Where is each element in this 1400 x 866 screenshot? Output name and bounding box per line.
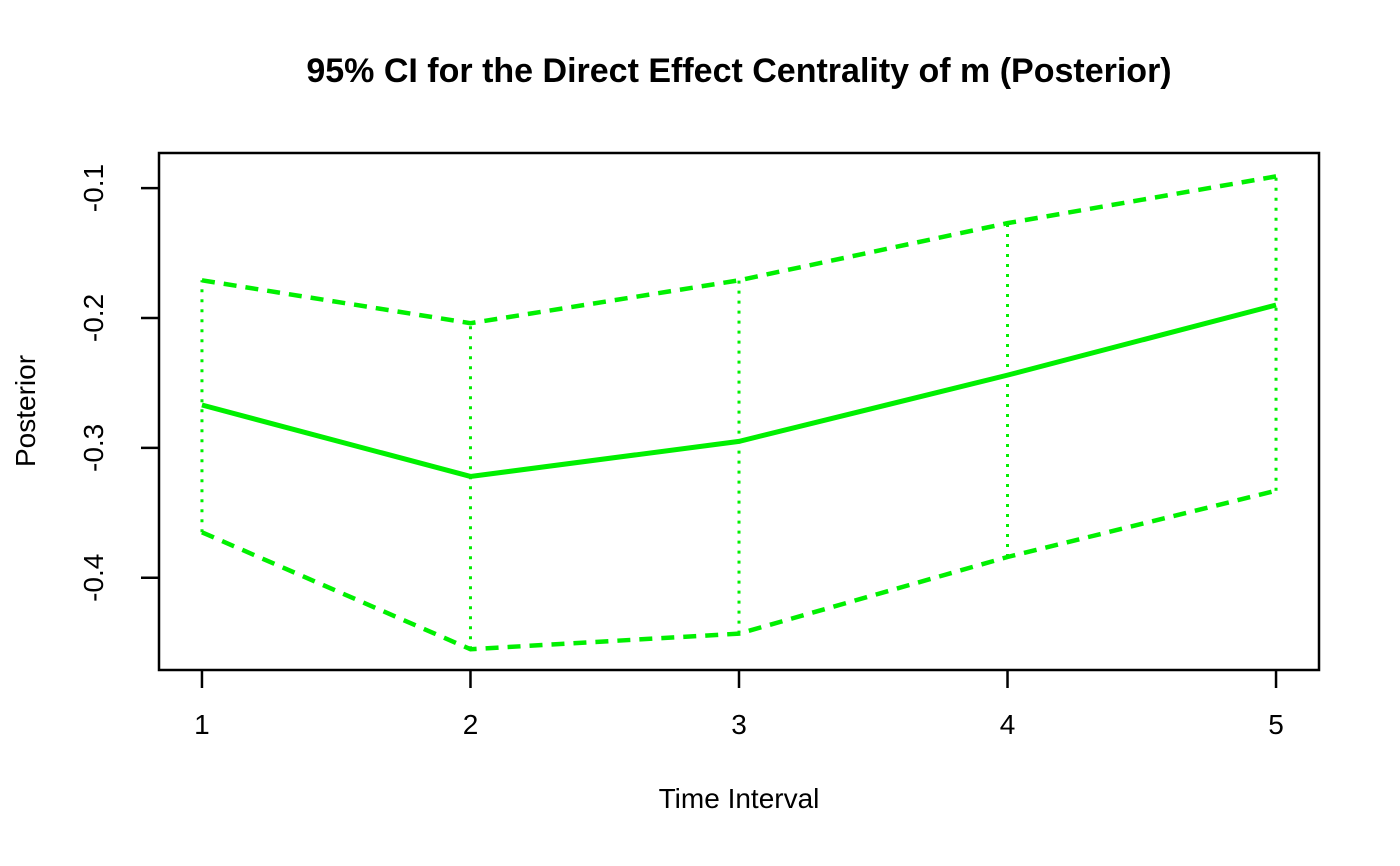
x-tick-label: 4 <box>1000 709 1016 740</box>
y-tick-label: -0.1 <box>78 164 109 212</box>
x-tick-label: 5 <box>1268 709 1284 740</box>
chart-title: 95% CI for the Direct Effect Centrality … <box>306 52 1172 90</box>
x-axis-label: Time Interval <box>658 783 820 814</box>
y-tick-label: -0.4 <box>78 554 109 602</box>
x-tick-label: 1 <box>194 709 210 740</box>
posterior-mean-line <box>201 302 1277 479</box>
x-tick-label: 3 <box>731 709 747 740</box>
x-tick-label: 2 <box>463 709 479 740</box>
y-axis-label: Posterior <box>10 354 41 468</box>
lower-95-ci-line <box>201 488 1277 652</box>
upper-95-ci-line <box>201 174 1277 326</box>
y-tick-label: -0.3 <box>78 424 109 472</box>
y-tick-label: -0.2 <box>78 294 109 342</box>
